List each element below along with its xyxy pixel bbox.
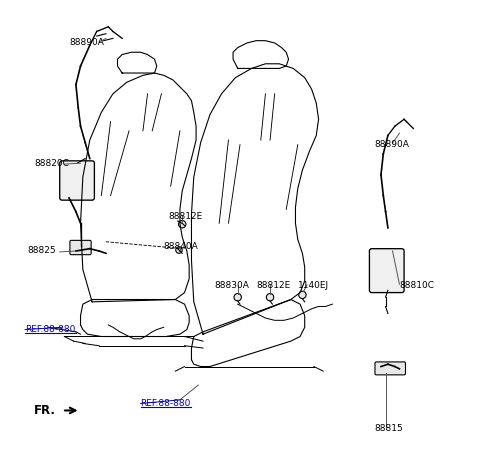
Circle shape xyxy=(234,293,241,301)
Text: 88890A: 88890A xyxy=(374,140,409,149)
Text: REF.88-880: REF.88-880 xyxy=(141,399,191,408)
Text: 88825: 88825 xyxy=(27,246,56,255)
Circle shape xyxy=(266,293,274,301)
Text: FR.: FR. xyxy=(34,404,56,417)
Text: REF.88-880: REF.88-880 xyxy=(25,325,75,334)
Text: 88812E: 88812E xyxy=(168,212,203,221)
FancyBboxPatch shape xyxy=(370,249,404,292)
FancyBboxPatch shape xyxy=(375,362,406,375)
Text: 88810C: 88810C xyxy=(399,281,434,290)
Text: 88890A: 88890A xyxy=(69,39,104,47)
Circle shape xyxy=(176,247,182,253)
Text: 1140EJ: 1140EJ xyxy=(298,281,329,290)
FancyBboxPatch shape xyxy=(60,161,95,200)
Text: 88815: 88815 xyxy=(374,425,403,433)
Text: 88830A: 88830A xyxy=(215,281,250,290)
Circle shape xyxy=(179,220,186,228)
FancyBboxPatch shape xyxy=(70,240,91,255)
Text: 88820C: 88820C xyxy=(34,159,69,168)
Text: 88812E: 88812E xyxy=(256,281,290,290)
Text: 88840A: 88840A xyxy=(164,242,199,251)
Circle shape xyxy=(299,291,306,299)
